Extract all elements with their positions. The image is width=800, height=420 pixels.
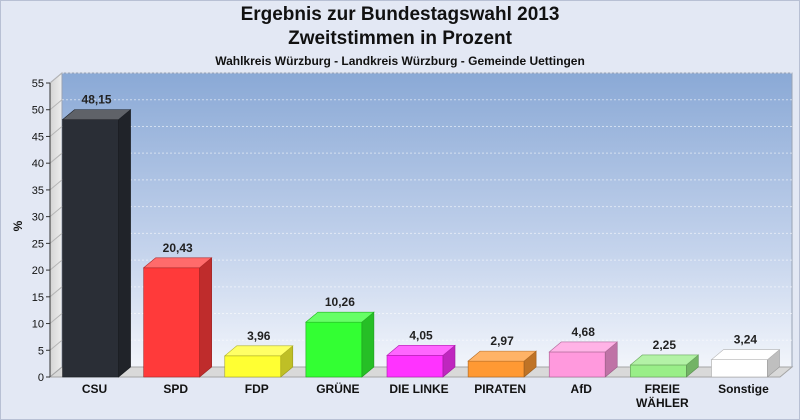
bar-csu: [61, 108, 132, 378]
bar-sonstige: [710, 349, 781, 378]
x-tick-label: PIRATEN: [474, 382, 526, 396]
gridline-side: [49, 99, 63, 111]
y-tick-label: 20: [32, 265, 44, 277]
gridline-side: [49, 152, 63, 164]
bar-side: [118, 108, 131, 378]
x-tick-label: GRÜNE: [316, 381, 359, 396]
bar-piraten: [467, 350, 537, 378]
bar-side: [361, 311, 375, 378]
y-tick-label: 55: [32, 78, 44, 90]
x-tick-label: FREIE WÄHLER: [636, 382, 689, 410]
bar-front: [62, 119, 119, 378]
x-tick-label: DIE LINKE: [389, 382, 448, 396]
x-tick-label: AfD: [571, 382, 593, 396]
data-label: 3,96: [247, 329, 271, 343]
bar-top: [467, 350, 537, 362]
bar-fdp: [223, 345, 294, 378]
bar-front: [548, 351, 606, 378]
gridline-side: [49, 126, 63, 137]
data-label: 2,97: [490, 334, 514, 348]
x-tick-label: CSU: [82, 382, 107, 396]
bar-top: [710, 349, 781, 360]
data-label: 2,25: [653, 338, 677, 352]
bar-top: [142, 257, 213, 269]
bar-top: [548, 341, 619, 353]
y-tick-label: 30: [32, 212, 44, 224]
bar-side: [199, 257, 212, 378]
y-tick-label: 45: [32, 131, 44, 143]
y-tick-label: 5: [38, 345, 44, 357]
bar-front: [224, 355, 282, 378]
x-tick-label: FDP: [245, 382, 269, 396]
bar-front: [143, 267, 200, 378]
data-label: 10,26: [325, 295, 355, 309]
bar-top: [305, 311, 375, 323]
gridline-side: [49, 313, 63, 324]
gridline-side: [49, 206, 63, 218]
y-tick-label: 10: [32, 319, 44, 331]
chart-title-2: Zweitstimmen in Prozent: [288, 28, 512, 49]
bar-spd: [142, 257, 213, 378]
bar-die-linke: [386, 344, 456, 378]
chart-subtitle: Wahlkreis Würzburg - Landkreis Würzburg …: [215, 54, 585, 68]
bar-front: [386, 355, 444, 378]
bar-front: [711, 359, 768, 378]
gridline-side: [49, 259, 63, 271]
bar-front: [467, 360, 525, 378]
bar-freie-wähler: [629, 354, 700, 378]
data-label: 48,15: [82, 93, 112, 107]
data-label: 4,68: [572, 325, 596, 339]
y-tick-label: 50: [32, 105, 44, 117]
x-tick-label: Sonstige: [718, 382, 769, 396]
data-label: 3,24: [734, 333, 758, 347]
chart-title: Ergebnis zur Bundestagswahl 2013: [240, 4, 560, 25]
y-tick-label: 15: [32, 292, 44, 304]
side-wall: [49, 71, 63, 379]
bar-top: [386, 345, 456, 356]
gridline-side: [49, 179, 63, 191]
y-tick-label: 40: [32, 158, 44, 170]
gridline-side: [49, 339, 63, 351]
bar-top: [629, 354, 700, 366]
bar-front: [305, 321, 363, 378]
bar-top: [61, 109, 132, 120]
bar-top: [223, 345, 294, 357]
x-tick-label: SPD: [163, 382, 188, 396]
bar-afd: [548, 341, 619, 378]
data-label: 20,43: [163, 241, 193, 255]
y-tick-label: 35: [32, 185, 44, 197]
bar-front: [630, 364, 687, 378]
y-tick-label: 0: [38, 372, 44, 384]
y-axis-label: %: [11, 220, 25, 231]
data-label: 4,05: [409, 328, 433, 342]
gridline-side: [49, 232, 63, 244]
y-tick-label: 25: [32, 238, 44, 250]
gridline-side: [49, 286, 63, 298]
bar-grüne: [305, 311, 375, 378]
gridline-side: [49, 72, 63, 84]
